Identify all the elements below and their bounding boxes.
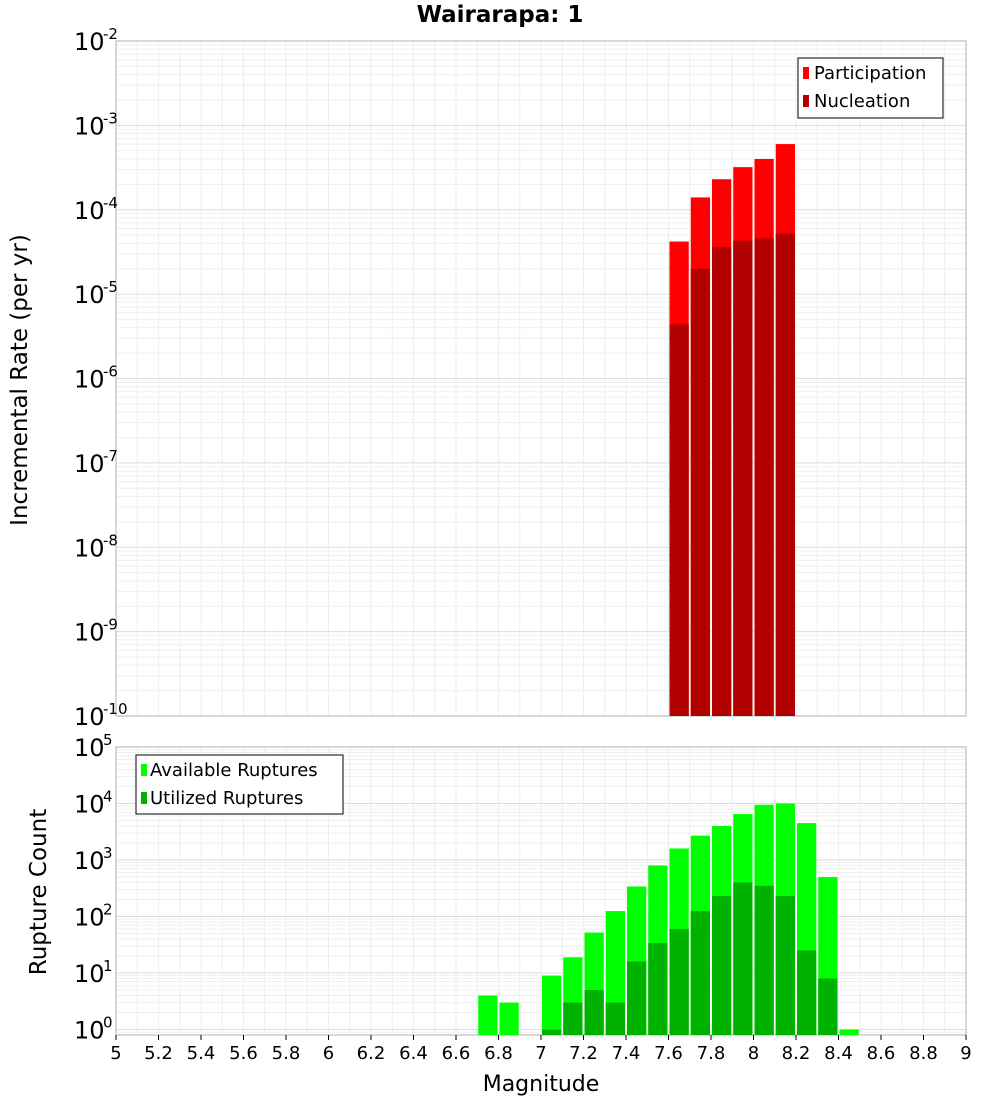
x-tick-label: 7.6 xyxy=(654,1043,683,1064)
count-x-ticks: 5 5.2 5.4 5.6 5.8 6 6.2 6.4 6.6 6.8 7 7.2 7.4 7.6 7.8 8… xyxy=(110,1035,972,1064)
count-y-tick-exponent: 3 xyxy=(103,844,113,862)
rate-y-tick-label: 10 xyxy=(74,28,105,56)
count-y-tick-exponent: 1 xyxy=(103,957,113,975)
count-y-tick-label: 10 xyxy=(74,734,105,762)
count-bar-utilized-ruptures xyxy=(690,911,710,1035)
chart-title: Wairarapa: 1 xyxy=(417,2,584,28)
count-y-tick-label: 10 xyxy=(74,847,105,875)
rate-y-tick-exponent: -10 xyxy=(103,700,128,718)
x-tick-label: 8.8 xyxy=(909,1043,938,1064)
rate-y-tick-exponent: -2 xyxy=(103,25,118,43)
x-tick-label: 5 xyxy=(110,1043,121,1064)
rate-y-tick-label: 10 xyxy=(74,450,105,478)
count-bar-utilized-ruptures xyxy=(818,978,838,1035)
x-tick-label: 8.6 xyxy=(867,1043,896,1064)
count-y-axis-label: Rupture Count xyxy=(26,809,52,975)
legend-swatch-utilized xyxy=(141,792,147,804)
legend-label-nucleation: Nucleation xyxy=(814,91,910,112)
count-bars xyxy=(478,803,859,1035)
count-bar-utilized-ruptures xyxy=(584,990,604,1035)
legend-label-participation: Participation xyxy=(814,63,926,84)
rate-y-tick-label: 10 xyxy=(74,197,105,225)
rate-y-tick-exponent: -7 xyxy=(103,447,118,465)
rate-bar-nucleation xyxy=(775,233,795,716)
count-y-tick-exponent: 0 xyxy=(103,1014,113,1032)
x-tick-label: 5.6 xyxy=(229,1043,258,1064)
count-bar-utilized-ruptures xyxy=(733,882,753,1035)
legend-swatch-available xyxy=(141,764,147,776)
rate-y-tick-label: 10 xyxy=(74,112,105,140)
x-tick-label: 7.4 xyxy=(612,1043,641,1064)
rate-y-tick-exponent: -3 xyxy=(103,109,118,127)
legend-swatch-nucleation xyxy=(803,95,809,107)
count-y-tick-label: 10 xyxy=(74,1017,105,1045)
count-y-tick-label: 10 xyxy=(74,791,105,819)
count-bar-available-ruptures xyxy=(499,1002,519,1035)
rate-bars xyxy=(669,144,795,717)
x-tick-label: 7.8 xyxy=(697,1043,726,1064)
rate-bar-nucleation xyxy=(669,324,689,716)
rate-y-tick-exponent: -6 xyxy=(103,363,118,381)
rate-grid xyxy=(115,41,967,717)
count-y-tick-exponent: 2 xyxy=(103,901,113,919)
legend-label-utilized: Utilized Ruptures xyxy=(150,788,303,809)
rate-legend: Participation Nucleation xyxy=(797,57,944,119)
x-tick-label: 9 xyxy=(960,1043,971,1064)
count-bar-utilized-ruptures xyxy=(563,1002,583,1035)
rate-y-tick-exponent: -5 xyxy=(103,278,118,296)
rate-y-tick-label: 10 xyxy=(74,619,105,647)
count-bar-utilized-ruptures xyxy=(542,1029,562,1035)
x-tick-label: 8.2 xyxy=(782,1043,811,1064)
x-axis-label: Magnitude xyxy=(483,1072,600,1097)
x-tick-label: 6 xyxy=(323,1043,334,1064)
count-bar-utilized-ruptures xyxy=(648,942,668,1035)
x-tick-label: 6.6 xyxy=(442,1043,471,1064)
count-y-tick-exponent: 5 xyxy=(103,731,113,749)
count-bar-utilized-ruptures xyxy=(627,961,647,1035)
count-bar-utilized-ruptures xyxy=(797,950,817,1035)
rate-y-tick-label: 10 xyxy=(74,366,105,394)
count-bar-available-ruptures xyxy=(478,995,498,1035)
x-tick-label: 6.8 xyxy=(484,1043,513,1064)
count-y-tick-exponent: 4 xyxy=(103,788,113,806)
count-bar-utilized-ruptures xyxy=(754,885,774,1035)
count-bar-available-ruptures xyxy=(542,975,562,1035)
x-tick-label: 6.4 xyxy=(399,1043,428,1064)
x-tick-label: 7.2 xyxy=(569,1043,598,1064)
legend-swatch-participation xyxy=(803,67,809,79)
count-bar-utilized-ruptures xyxy=(775,896,795,1035)
rate-y-tick-label: 10 xyxy=(74,534,105,562)
x-tick-label: 8 xyxy=(748,1043,759,1064)
rate-y-axis-label: Incremental Rate (per yr) xyxy=(7,234,33,526)
count-bar-utilized-ruptures xyxy=(605,1002,625,1035)
count-y-tick-label: 10 xyxy=(74,904,105,932)
x-tick-label: 8.4 xyxy=(824,1043,853,1064)
count-y-tick-label: 10 xyxy=(74,960,105,988)
x-tick-label: 7 xyxy=(535,1043,546,1064)
x-tick-label: 5.8 xyxy=(272,1043,301,1064)
rate-y-tick-exponent: -9 xyxy=(103,616,118,634)
legend-label-available: Available Ruptures xyxy=(150,760,318,781)
count-bar-utilized-ruptures xyxy=(712,896,732,1035)
rate-y-tick-label: 10 xyxy=(74,281,105,309)
rate-bar-nucleation xyxy=(690,268,710,716)
x-tick-label: 5.2 xyxy=(144,1043,173,1064)
rate-y-tick-label: 10 xyxy=(74,703,105,731)
x-tick-label: 6.2 xyxy=(357,1043,386,1064)
count-bar-available-ruptures xyxy=(839,1029,859,1035)
rate-bar-nucleation xyxy=(712,247,732,716)
rate-y-tick-exponent: -4 xyxy=(103,194,118,212)
rate-y-tick-exponent: -8 xyxy=(103,531,118,549)
rate-bar-nucleation xyxy=(733,240,753,717)
x-tick-label: 5.4 xyxy=(187,1043,216,1064)
rate-bar-nucleation xyxy=(754,238,774,716)
count-legend: Available Ruptures Utilized Ruptures xyxy=(135,754,344,815)
rate-plot-area xyxy=(115,40,967,717)
count-bar-utilized-ruptures xyxy=(669,929,689,1035)
